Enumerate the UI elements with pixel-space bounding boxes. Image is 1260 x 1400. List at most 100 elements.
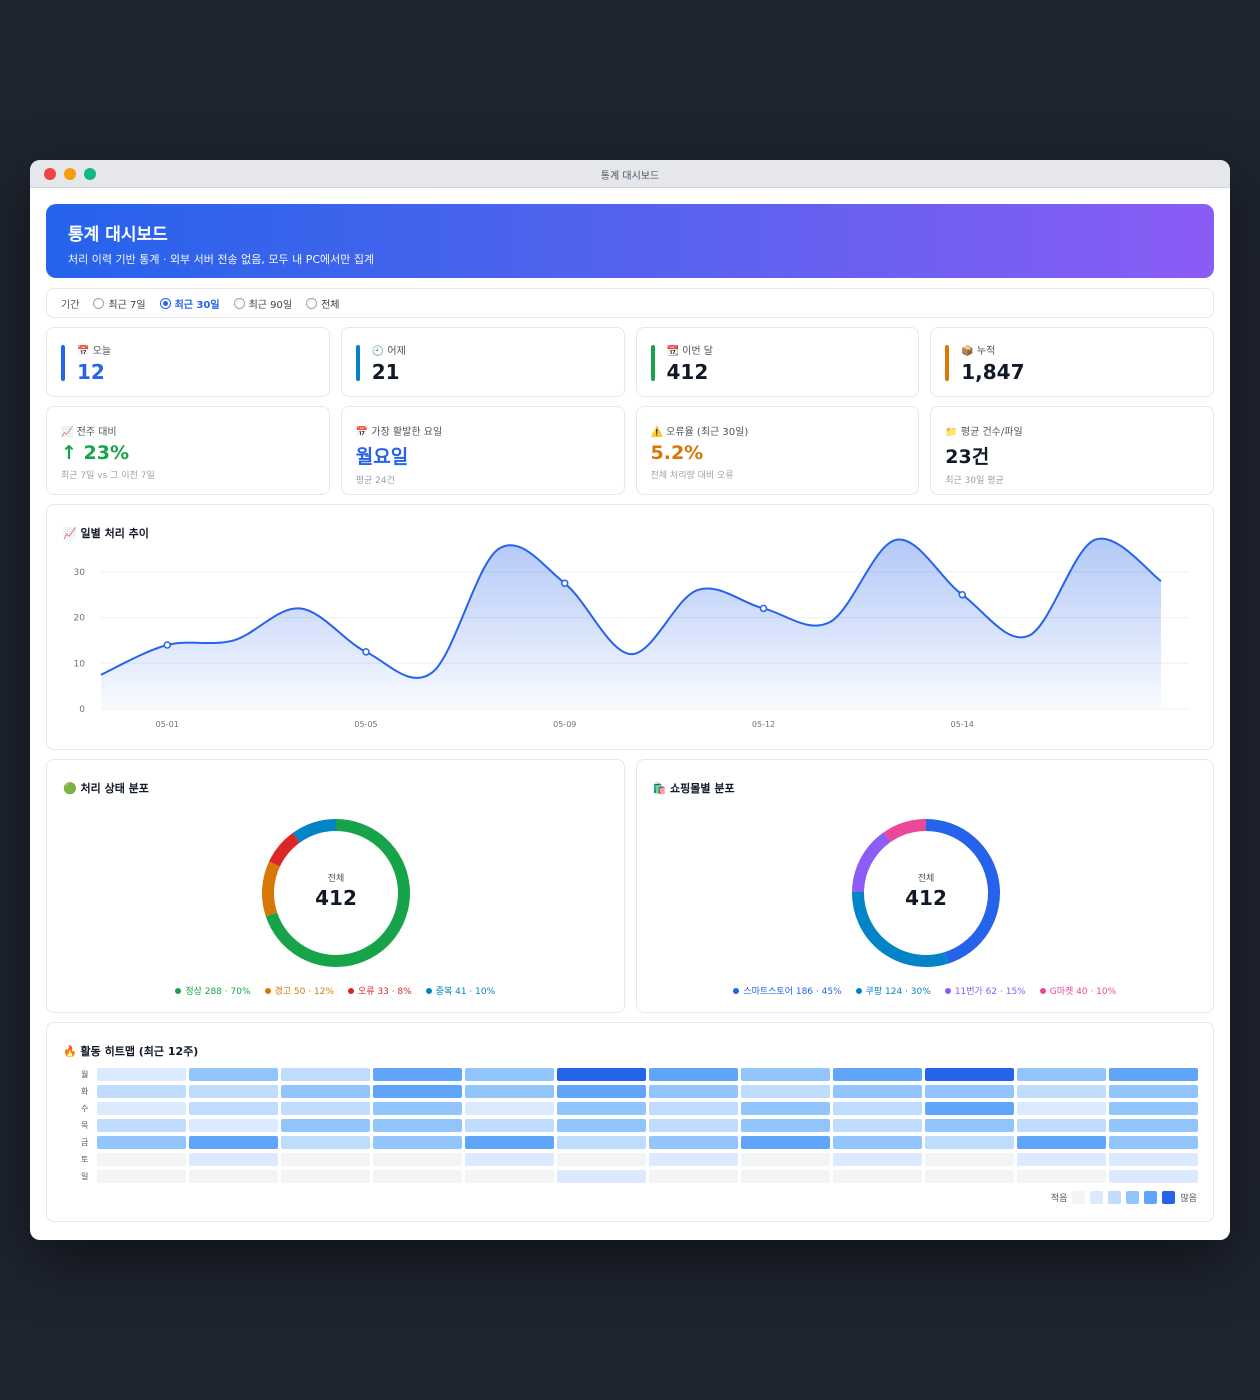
heatmap-cell[interactable] [373, 1101, 462, 1115]
legend-label: 스마트스토어 186 · 45% [743, 987, 842, 997]
heatmap-cell[interactable] [189, 1118, 278, 1132]
heatmap-cell[interactable] [1109, 1101, 1198, 1115]
minimize-window-button[interactable] [64, 168, 76, 180]
heatmap-cell[interactable] [649, 1101, 738, 1115]
heatmap-cell[interactable] [281, 1152, 370, 1166]
heatmap-cell[interactable] [833, 1084, 922, 1098]
heatmap-cell[interactable] [97, 1152, 186, 1166]
heatmap-cell[interactable] [741, 1135, 830, 1149]
radio-icon[interactable] [233, 297, 245, 309]
heatmap-day-label: 수 [81, 1103, 89, 1113]
heatmap-cell[interactable] [465, 1067, 554, 1081]
heatmap-cell[interactable] [1109, 1067, 1198, 1081]
heatmap-cell[interactable] [373, 1152, 462, 1166]
radio-selected-icon[interactable] [159, 297, 171, 309]
period-option-30d[interactable]: 최근 30일 [159, 296, 220, 311]
heatmap-cell[interactable] [1109, 1084, 1198, 1098]
heatmap-cell[interactable] [281, 1084, 370, 1098]
heatmap-cell[interactable] [189, 1169, 278, 1183]
heatmap-cell[interactable] [925, 1101, 1014, 1115]
heatmap-cell[interactable] [189, 1084, 278, 1098]
heatmap-cell[interactable] [925, 1067, 1014, 1081]
heatmap-cell[interactable] [741, 1118, 830, 1132]
heatmap-cell[interactable] [97, 1067, 186, 1081]
heatmap-cell[interactable] [741, 1084, 830, 1098]
heatmap-cell[interactable] [373, 1084, 462, 1098]
heatmap-cell[interactable] [925, 1169, 1014, 1183]
heatmap-cell[interactable] [281, 1101, 370, 1115]
heatmap-cell[interactable] [189, 1152, 278, 1166]
heatmap-cell[interactable] [1017, 1169, 1106, 1183]
heatmap-cell[interactable] [1017, 1101, 1106, 1115]
heatmap-cell[interactable] [373, 1118, 462, 1132]
heatmap-cell[interactable] [97, 1084, 186, 1098]
heatmap-cell[interactable] [1109, 1135, 1198, 1149]
heatmap-cell[interactable] [833, 1152, 922, 1166]
heatmap-cell[interactable] [465, 1169, 554, 1183]
heatmap-cell[interactable] [649, 1067, 738, 1081]
heatmap-cell[interactable] [741, 1152, 830, 1166]
period-option-all[interactable]: 전체 [306, 296, 339, 311]
heatmap-cell[interactable] [649, 1152, 738, 1166]
heatmap-cell[interactable] [1017, 1067, 1106, 1081]
heatmap-cell[interactable] [189, 1135, 278, 1149]
heatmap-cell[interactable] [189, 1067, 278, 1081]
heatmap-cell[interactable] [465, 1118, 554, 1132]
heatmap-cell[interactable] [465, 1152, 554, 1166]
heatmap-cell[interactable] [833, 1135, 922, 1149]
heatmap-cell[interactable] [649, 1118, 738, 1132]
heatmap-cell[interactable] [281, 1118, 370, 1132]
heatmap-cell[interactable] [1109, 1118, 1198, 1132]
heatmap-cell[interactable] [97, 1118, 186, 1132]
heatmap-cell[interactable] [649, 1084, 738, 1098]
heatmap-cell[interactable] [465, 1084, 554, 1098]
heatmap-cell[interactable] [833, 1101, 922, 1115]
period-option-90d[interactable]: 최근 90일 [233, 296, 292, 311]
radio-icon[interactable] [306, 297, 318, 309]
heatmap-cell[interactable] [741, 1101, 830, 1115]
heatmap-cell[interactable] [833, 1169, 922, 1183]
heatmap-cell[interactable] [557, 1084, 646, 1098]
heatmap-cell[interactable] [557, 1118, 646, 1132]
heatmap-cell[interactable] [557, 1135, 646, 1149]
heatmap-cell[interactable] [925, 1118, 1014, 1132]
heatmap-cell[interactable] [649, 1135, 738, 1149]
close-window-button[interactable] [44, 168, 56, 180]
period-option-7d[interactable]: 최근 7일 [93, 296, 146, 311]
heatmap-cell[interactable] [557, 1152, 646, 1166]
heatmap-cell[interactable] [833, 1067, 922, 1081]
heatmap-cell[interactable] [1017, 1084, 1106, 1098]
heatmap-cell[interactable] [925, 1152, 1014, 1166]
heatmap-cell[interactable] [649, 1169, 738, 1183]
heatmap-cell[interactable] [1109, 1152, 1198, 1166]
heatmap-cell[interactable] [1017, 1135, 1106, 1149]
heatmap-cell[interactable] [557, 1169, 646, 1183]
heatmap-cell[interactable] [833, 1118, 922, 1132]
heatmap-cell[interactable] [1017, 1152, 1106, 1166]
heatmap-cell[interactable] [557, 1067, 646, 1081]
heatmap-cell[interactable] [97, 1169, 186, 1183]
heatmap-cell[interactable] [373, 1067, 462, 1081]
heatmap-cell[interactable] [741, 1169, 830, 1183]
heatmap-cell[interactable] [465, 1101, 554, 1115]
maximize-window-button[interactable] [84, 168, 96, 180]
radio-icon[interactable] [93, 297, 105, 309]
heatmap-cell[interactable] [189, 1101, 278, 1115]
heatmap-cell[interactable] [925, 1135, 1014, 1149]
heatmap-cell[interactable] [465, 1135, 554, 1149]
heatmap-cell[interactable] [97, 1101, 186, 1115]
heatmap-cell[interactable] [741, 1067, 830, 1081]
heatmap-cell[interactable] [373, 1135, 462, 1149]
heatmap-cell[interactable] [373, 1169, 462, 1183]
heatmap-cell[interactable] [281, 1135, 370, 1149]
heatmap-cell[interactable] [557, 1101, 646, 1115]
heatmap-cell[interactable] [281, 1169, 370, 1183]
heatmap-cell[interactable] [1017, 1118, 1106, 1132]
heatmap-cell[interactable] [925, 1084, 1014, 1098]
heatmap-cell[interactable] [281, 1067, 370, 1081]
y-tick-label: 20 [74, 614, 86, 624]
heatmap-cell[interactable] [97, 1135, 186, 1149]
donut-slice [851, 832, 891, 893]
heatmap-cell[interactable] [1109, 1169, 1198, 1183]
donut-slice [292, 819, 337, 843]
